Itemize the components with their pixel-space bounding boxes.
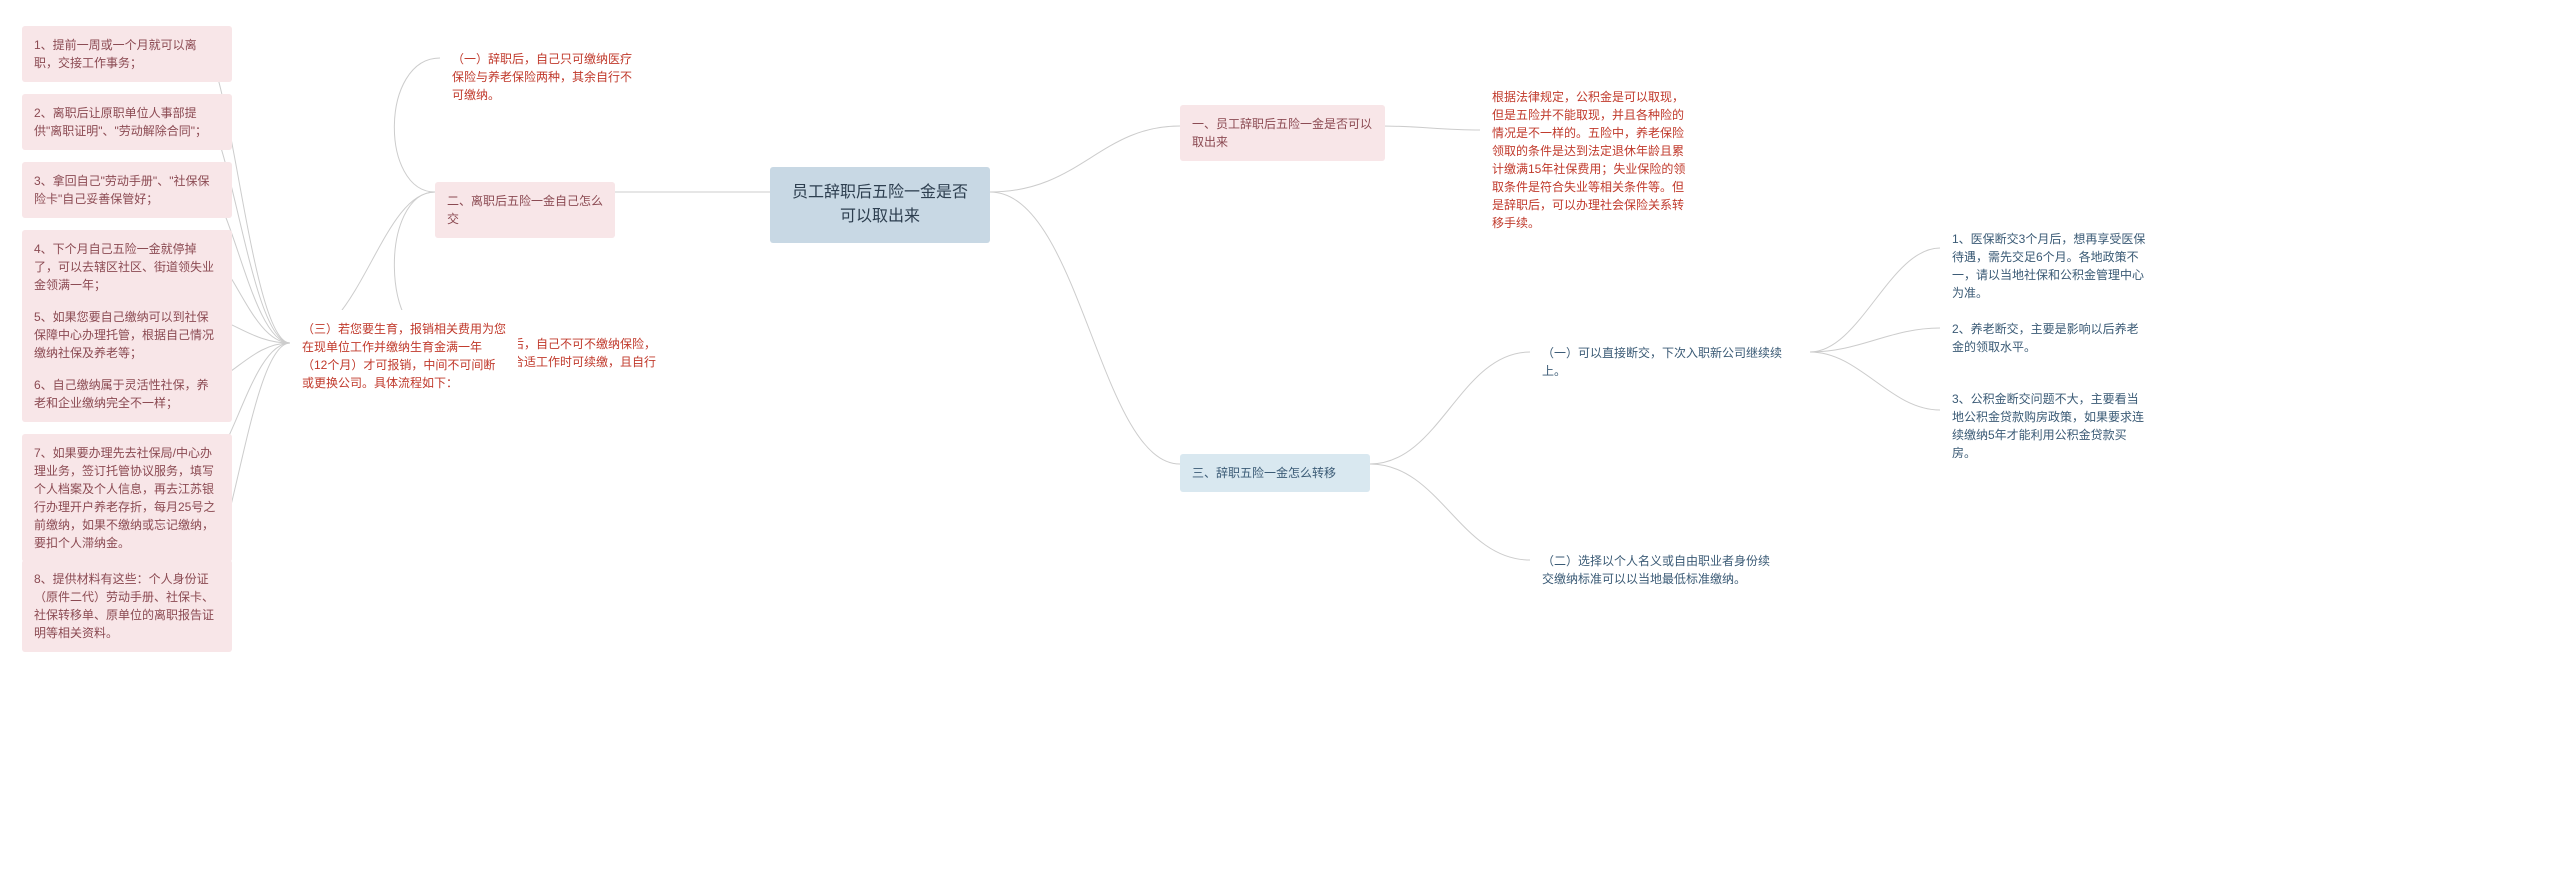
branch1-detail: 根据法律规定，公积金是可以取现，但是五险并不能取现，并且各种险的情况是不一样的。… <box>1480 78 1702 242</box>
branch3-sub1: （一）可以直接断交，下次入职新公司继续续上。 <box>1530 334 1810 390</box>
branch2-sub3: （三）若您要生育，报销相关费用为您在现单位工作并缴纳生育金满一年（12个月）才可… <box>290 310 518 402</box>
branch3-sub1-item2: 2、养老断交，主要是影响以后养老金的领取水平。 <box>1940 310 2162 366</box>
branch2-sub3-item3: 3、拿回自己"劳动手册"、"社保保险卡"自己妥善保管好； <box>22 162 232 218</box>
branch2-sub1: （一）辞职后，自己只可缴纳医疗保险与养老保险两种，其余自行不可缴纳。 <box>440 40 650 114</box>
branch1-label: 一、员工辞职后五险一金是否可以取出来 <box>1180 105 1385 161</box>
branch2-sub3-item2: 2、离职后让原职单位人事部提供"离职证明"、"劳动解除合同"； <box>22 94 232 150</box>
branch3-sub2: （二）选择以个人名义或自由职业者身份续交缴纳标准可以以当地最低标准缴纳。 <box>1530 542 1790 598</box>
branch2-sub3-item4: 4、下个月自己五险一金就停掉了，可以去辖区社区、街道领失业金领满一年； <box>22 230 232 304</box>
branch2-sub3-item1: 1、提前一周或一个月就可以离职，交接工作事务； <box>22 26 232 82</box>
branch2-sub3-item8: 8、提供材料有这些：个人身份证（原件二代）劳动手册、社保卡、社保转移单、原单位的… <box>22 560 232 652</box>
branch2-sub3-item6: 6、自己缴纳属于灵活性社保，养老和企业缴纳完全不一样； <box>22 366 232 422</box>
branch2-sub3-item5: 5、如果您要自己缴纳可以到社保保障中心办理托管，根据自己情况缴纳社保及养老等； <box>22 298 232 372</box>
branch3-label: 三、辞职五险一金怎么转移 <box>1180 454 1370 492</box>
branch3-sub1-item3: 3、公积金断交问题不大，主要看当地公积金贷款购房政策，如果要求连续缴纳5年才能利… <box>1940 380 2162 472</box>
branch3-sub1-item1: 1、医保断交3个月后，想再享受医保待遇，需先交足6个月。各地政策不一，请以当地社… <box>1940 220 2162 312</box>
branch2-sub3-item7: 7、如果要办理先去社保局/中心办理业务，签订托管协议服务，填写个人档案及个人信息… <box>22 434 232 562</box>
branch2-label: 二、离职后五险一金自己怎么交 <box>435 182 615 238</box>
center-node: 员工辞职后五险一金是否可以取出来 <box>770 167 990 243</box>
